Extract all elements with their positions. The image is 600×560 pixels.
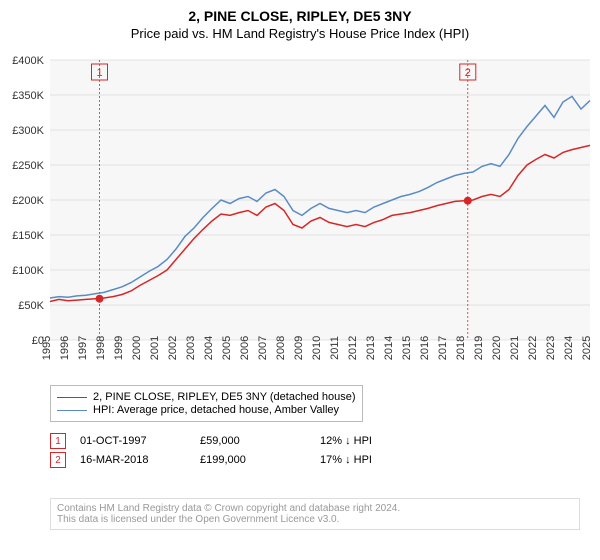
legend-swatch bbox=[57, 410, 87, 411]
x-axis-label: 2015 bbox=[401, 336, 413, 360]
y-axis-label: £400K bbox=[12, 55, 44, 67]
x-axis-label: 2002 bbox=[167, 336, 179, 360]
sale-marker-label: 2 bbox=[465, 67, 471, 79]
x-axis-label: 1995 bbox=[41, 336, 53, 360]
sales-marker: 1 bbox=[50, 433, 66, 449]
sale-point bbox=[96, 295, 104, 303]
x-axis-label: 2010 bbox=[311, 336, 323, 360]
x-axis-label: 2007 bbox=[257, 336, 269, 360]
x-axis-label: 1997 bbox=[77, 336, 89, 360]
x-axis-label: 2016 bbox=[419, 336, 431, 360]
x-axis-label: 1999 bbox=[113, 336, 125, 360]
legend-label: 2, PINE CLOSE, RIPLEY, DE5 3NY (detached… bbox=[93, 391, 356, 403]
footnote-box: Contains HM Land Registry data © Crown c… bbox=[50, 498, 580, 530]
chart-svg: £0£50K£100K£150K£200K£250K£300K£350K£400… bbox=[0, 0, 600, 385]
y-axis-label: £350K bbox=[12, 90, 44, 102]
x-axis-label: 2008 bbox=[275, 336, 287, 360]
x-axis-label: 2006 bbox=[239, 336, 251, 360]
legend-label: HPI: Average price, detached house, Ambe… bbox=[93, 404, 339, 416]
legend-item: HPI: Average price, detached house, Ambe… bbox=[57, 404, 356, 416]
sale-marker-label: 1 bbox=[96, 67, 102, 79]
x-axis-label: 2020 bbox=[491, 336, 503, 360]
x-axis-label: 2013 bbox=[365, 336, 377, 360]
x-axis-label: 2025 bbox=[581, 336, 593, 360]
sales-row: 1 01-OCT-1997£59,00012% ↓ HPI bbox=[50, 433, 440, 449]
chart-container: 2, PINE CLOSE, RIPLEY, DE5 3NY Price pai… bbox=[0, 0, 600, 560]
footnote-line2: This data is licensed under the Open Gov… bbox=[57, 514, 573, 525]
x-axis-label: 2022 bbox=[527, 336, 539, 360]
footnote: Contains HM Land Registry data © Crown c… bbox=[50, 498, 580, 530]
sales-date: 16-MAR-2018 bbox=[80, 454, 200, 466]
x-axis-label: 2009 bbox=[293, 336, 305, 360]
x-axis-label: 2012 bbox=[347, 336, 359, 360]
x-axis-label: 2000 bbox=[131, 336, 143, 360]
x-axis-label: 2014 bbox=[383, 336, 395, 360]
sales-diff: 12% ↓ HPI bbox=[320, 435, 440, 447]
y-axis-label: £150K bbox=[12, 230, 44, 242]
x-axis-label: 2005 bbox=[221, 336, 233, 360]
x-axis-label: 1996 bbox=[59, 336, 71, 360]
x-axis-label: 2001 bbox=[149, 336, 161, 360]
sales-price: £199,000 bbox=[200, 454, 320, 466]
x-axis-label: 2018 bbox=[455, 336, 467, 360]
y-axis-label: £250K bbox=[12, 160, 44, 172]
x-axis-label: 2021 bbox=[509, 336, 521, 360]
y-axis-label: £50K bbox=[18, 300, 44, 312]
sales-date: 01-OCT-1997 bbox=[80, 435, 200, 447]
sales-table: 1 01-OCT-1997£59,00012% ↓ HPI 2 16-MAR-2018… bbox=[50, 430, 440, 471]
sales-diff: 17% ↓ HPI bbox=[320, 454, 440, 466]
y-axis-label: £300K bbox=[12, 125, 44, 137]
y-axis-label: £200K bbox=[12, 195, 44, 207]
legend-item: 2, PINE CLOSE, RIPLEY, DE5 3NY (detached… bbox=[57, 391, 356, 403]
y-axis-label: £100K bbox=[12, 265, 44, 277]
x-axis-label: 2019 bbox=[473, 336, 485, 360]
x-axis-label: 2017 bbox=[437, 336, 449, 360]
sale-point bbox=[464, 197, 472, 205]
x-axis-label: 2024 bbox=[563, 336, 575, 360]
x-axis-label: 2003 bbox=[185, 336, 197, 360]
x-axis-label: 2011 bbox=[329, 336, 341, 360]
sales-price: £59,000 bbox=[200, 435, 320, 447]
sales-row: 2 16-MAR-2018£199,00017% ↓ HPI bbox=[50, 452, 440, 468]
x-axis-label: 1998 bbox=[95, 336, 107, 360]
legend: 2, PINE CLOSE, RIPLEY, DE5 3NY (detached… bbox=[50, 385, 363, 422]
x-axis-label: 2004 bbox=[203, 336, 215, 360]
footnote-line1: Contains HM Land Registry data © Crown c… bbox=[57, 503, 573, 514]
legend-swatch bbox=[57, 397, 87, 398]
sales-marker: 2 bbox=[50, 452, 66, 468]
x-axis-label: 2023 bbox=[545, 336, 557, 360]
